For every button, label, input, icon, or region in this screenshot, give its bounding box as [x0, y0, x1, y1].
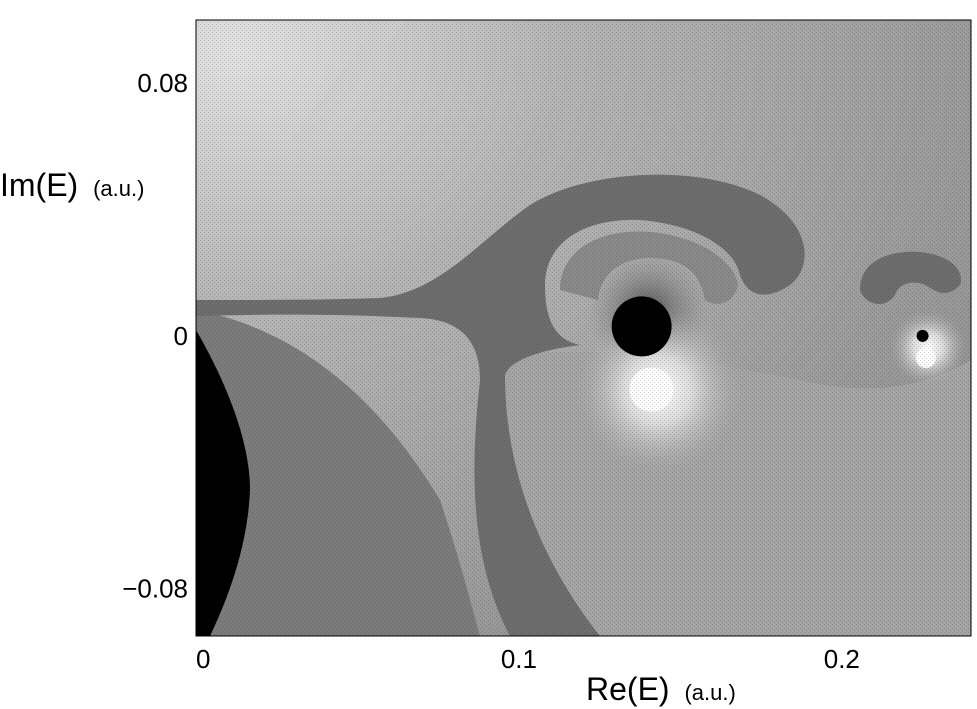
y-tick-label: 0: [174, 321, 188, 351]
plot-frame: [195, 19, 972, 637]
halftone-overlay: [196, 20, 971, 636]
y-tick-label: −0.08: [122, 574, 188, 604]
x-axis-unit: (a.u.): [684, 680, 735, 705]
x-axis-label: Re(E) (a.u.): [586, 671, 736, 707]
x-tick-label: 0: [196, 644, 210, 674]
plot-area: [196, 20, 971, 636]
y-tick-label: 0.08: [137, 68, 188, 98]
x-tick-label: 0.1: [501, 644, 537, 674]
y-axis-label: Im(E) (a.u.): [0, 167, 144, 203]
x-tick-label: 0.2: [824, 644, 860, 674]
y-axis-unit: (a.u.): [93, 176, 144, 201]
